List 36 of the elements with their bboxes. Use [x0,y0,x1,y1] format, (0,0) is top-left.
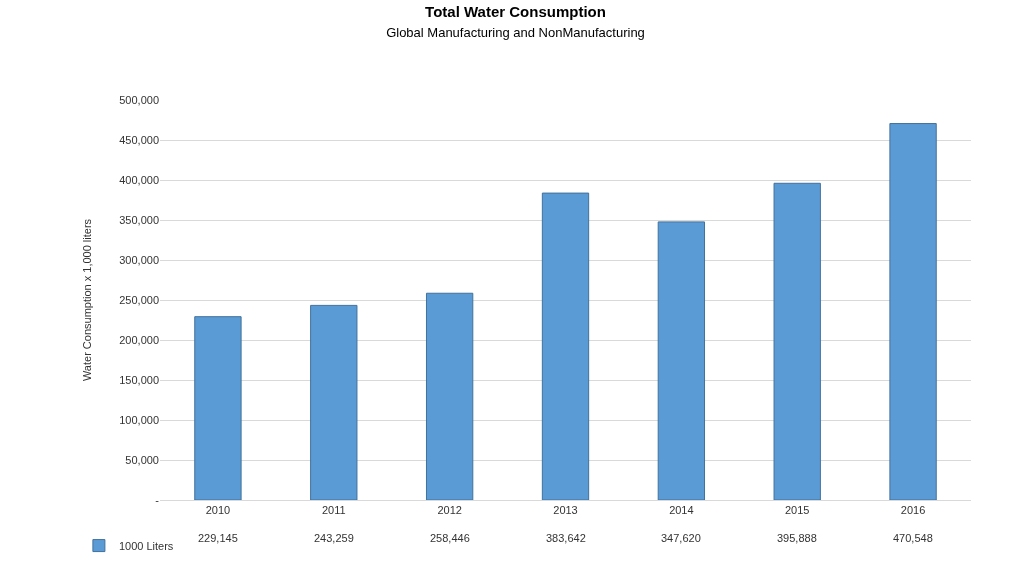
y-tick-label: - [155,493,160,506]
bar [541,192,590,500]
data-label: 383,642 [546,532,586,544]
data-label: 347,620 [661,532,701,544]
x-tick-label: 2015 [784,504,810,517]
x-tick-label: 2012 [437,504,462,517]
y-tick-label: 300,000 [119,253,159,266]
data-label: 229,145 [198,532,238,544]
y-tick-label: 150,000 [119,373,159,386]
x-tick-label: 2016 [900,504,926,517]
y-tick-label: 350,000 [119,213,159,226]
y-tick-label: 100,000 [119,413,159,426]
chart-subtitle: Global Manufacturing and NonManufacturing [386,24,645,40]
y-tick-label: 450,000 [119,133,159,146]
bar [773,182,821,500]
bar [889,123,937,500]
y-tick-label: 200,000 [119,333,159,346]
chart-title: Total Water Consumption [425,3,606,21]
bar [657,221,706,500]
y-tick-label: 50,000 [125,453,159,466]
y-tick-label: 500,000 [119,93,159,106]
bar [310,304,358,500]
bar [194,316,242,500]
x-tick-label: 2011 [321,504,346,517]
data-label: 395,888 [777,532,817,544]
data-label: 470,548 [893,532,933,544]
bar [425,292,474,500]
y-tick-label: 400,000 [119,173,159,186]
x-tick-label: 2010 [205,504,231,517]
legend-label: 1000 Liters [118,539,174,552]
y-tick-label: 250,000 [119,293,159,306]
x-tick-label: 2013 [553,504,578,517]
data-label: 243,259 [314,532,354,544]
data-label: 258,446 [430,532,470,544]
x-tick-label: 2014 [669,504,694,517]
y-axis-title: Water Consumption x 1,000 liters [80,218,93,382]
